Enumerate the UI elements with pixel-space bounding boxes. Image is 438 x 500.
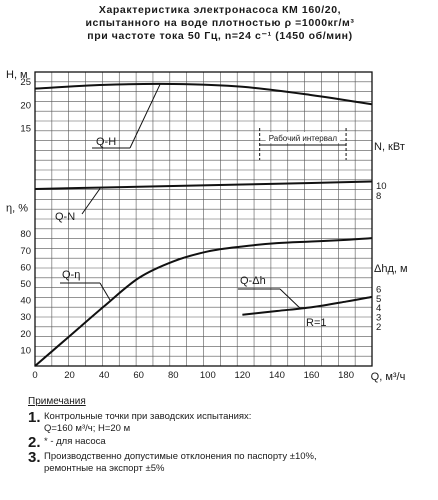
x-tick-label: 40 <box>99 370 110 381</box>
note-item: 2. * - для насоса <box>28 435 428 450</box>
note-item: 1. Контрольные точки при заводских испыт… <box>28 410 428 435</box>
eta-axis-label: η, % <box>6 203 28 215</box>
label-q-eta: Q-η <box>62 269 80 281</box>
x-tick-label: 60 <box>133 370 144 381</box>
chart-curves <box>34 82 373 367</box>
eta-tick-label: 20 <box>20 329 31 340</box>
note-number: 3. <box>28 449 41 466</box>
eta-tick-label: 50 <box>20 279 31 290</box>
leader-q-dh <box>279 288 301 309</box>
leader-q-n <box>81 188 101 215</box>
x-tick-label: 20 <box>64 370 75 381</box>
x-tick-label: 80 <box>168 370 179 381</box>
chart-title: Характеристика электронасоса КМ 160/20, … <box>24 4 416 43</box>
note-text: Контрольные точки при заводских испытани… <box>44 410 428 435</box>
eta-tick-label: 30 <box>20 312 31 323</box>
note-item: 3. Производственно допустимые отклонения… <box>28 450 428 475</box>
note-number: 2. <box>28 434 41 451</box>
eta-tick-label: 40 <box>20 296 31 307</box>
dh-tick-label: 4 <box>376 303 381 314</box>
note-line: ремонтные на экспорт ±5% <box>44 463 165 474</box>
h-tick-label: 15 <box>20 123 31 134</box>
eta-tick-label: 80 <box>20 229 31 240</box>
dh-axis-label: Δhд, м <box>374 263 408 275</box>
title-line-2: испытанного на воде плотностью ρ =1000кг… <box>85 17 355 29</box>
note-number: 1. <box>28 409 41 426</box>
working-interval-label: Рабочий интервал <box>269 134 338 143</box>
h-tick-label: 25 <box>20 77 31 88</box>
n-tick-label: 8 <box>376 191 381 202</box>
chart-grid <box>35 72 372 366</box>
x-tick-label: 0 <box>32 370 37 381</box>
title-line-1: Характеристика электронасоса КМ 160/20, <box>98 4 342 16</box>
plot-border <box>34 71 373 367</box>
chart-frame <box>34 71 373 367</box>
notes-block: Примечания 1. Контрольные точки при заво… <box>28 396 428 475</box>
x-tick-label: 140 <box>269 370 285 381</box>
dh-tick-label: 3 <box>376 313 381 324</box>
eta-tick-label: 60 <box>20 262 31 273</box>
curve-dh <box>242 295 373 316</box>
note-text: * - для насоса <box>44 435 428 448</box>
working-interval-bg <box>265 132 341 143</box>
label-q-dh: Q-Δh <box>240 275 266 287</box>
n-axis-label: N, кВт <box>374 141 405 153</box>
dh-tick-label: 5 <box>376 294 381 305</box>
leader-q-h <box>129 84 161 149</box>
leader-q-eta <box>99 282 111 301</box>
eta-tick-label: 10 <box>20 345 31 356</box>
x-tick-label: 180 <box>338 370 354 381</box>
note-text: Производственно допустимые отклонения по… <box>44 450 428 475</box>
n-tick-label: 10 <box>376 181 387 192</box>
label-q-n: Q-N <box>55 211 75 223</box>
x-tick-label: 160 <box>304 370 320 381</box>
curve-eta <box>34 237 373 367</box>
x-axis-label: Q, м³/ч <box>371 371 406 383</box>
curve-N <box>34 180 373 190</box>
h-axis-label: H, м <box>6 69 28 81</box>
x-tick-label: 120 <box>234 370 250 381</box>
title-line-3: при частоте тока 50 Гц, n=24 с⁻¹ (1450 о… <box>87 30 353 42</box>
x-tick-label: 100 <box>200 370 216 381</box>
dh-tick-label: 2 <box>376 322 381 333</box>
notes-heading: Примечания <box>28 396 86 407</box>
label-r: R=1 <box>306 317 327 329</box>
dh-tick-label: 6 <box>376 284 381 295</box>
eta-tick-label: 70 <box>20 246 31 257</box>
chart-annotations: Q-H Q-N Q-η Q-Δh R=1 Рабочий интервал <box>55 84 347 329</box>
tick-labels: 0 20 40 60 80 100 120 140 160 180 Q, м³/ч152025H, … <box>6 69 408 383</box>
label-q-h: Q-H <box>96 136 116 148</box>
note-line: * - для насоса <box>44 436 106 447</box>
note-line: Контрольные точки при заводских испытани… <box>44 411 252 422</box>
note-line: Производственно допустимые отклонения по… <box>44 451 317 462</box>
curve-H <box>34 82 373 106</box>
note-line: Q=160 м³/ч; H=20 м <box>44 423 131 434</box>
h-tick-label: 20 <box>20 100 31 111</box>
